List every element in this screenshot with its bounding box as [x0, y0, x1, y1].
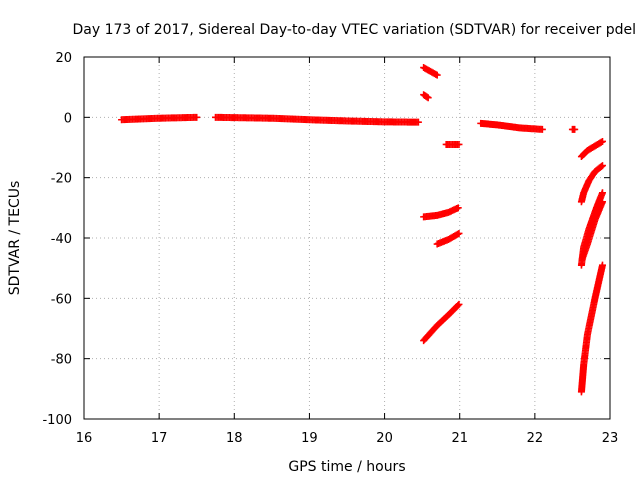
data-point [454, 301, 462, 309]
data-point [414, 118, 422, 126]
data-point [598, 137, 606, 145]
y-tick-label: -20 [51, 172, 72, 187]
y-axis-ticks: -100 -80 -60 -40 -20 0 20 [42, 51, 610, 428]
y-tick-label: 0 [64, 111, 72, 126]
plot-frame [83, 56, 611, 420]
x-tick-label: 23 [602, 431, 619, 446]
x-tick-label: 19 [301, 431, 318, 446]
chart-title: Day 173 of 2017, Sidereal Day-to-day VTE… [73, 22, 637, 38]
data-point [598, 198, 606, 206]
data-points [118, 64, 606, 396]
x-tick-label: 16 [76, 431, 93, 446]
data-point [598, 261, 606, 269]
data-point [455, 300, 463, 308]
x-tick-label: 20 [376, 431, 393, 446]
data-point [598, 162, 606, 170]
data-point [455, 140, 463, 148]
x-axis-ticks: 16 17 18 19 20 21 22 23 [76, 57, 619, 446]
data-point [571, 125, 579, 133]
y-tick-label: -80 [51, 353, 72, 368]
y-tick-label: -100 [42, 413, 72, 428]
data-point [598, 189, 606, 197]
data-point [455, 229, 463, 237]
data-point [538, 125, 546, 133]
x-tick-label: 17 [151, 431, 168, 446]
data-point [454, 204, 462, 212]
data-point [193, 113, 201, 121]
x-tick-label: 21 [451, 431, 468, 446]
y-tick-label: -40 [51, 232, 72, 247]
x-axis-label: GPS time / hours [288, 459, 405, 475]
y-tick-label: 20 [55, 51, 72, 66]
data-point [597, 162, 605, 170]
data-point [424, 94, 432, 102]
x-tick-label: 22 [527, 431, 544, 446]
grid-lines [84, 57, 610, 419]
y-tick-label: -60 [51, 292, 72, 307]
data-point [433, 71, 441, 79]
x-tick-label: 18 [226, 431, 243, 446]
y-axis-label: SDTVAR / TECUs [7, 181, 23, 296]
